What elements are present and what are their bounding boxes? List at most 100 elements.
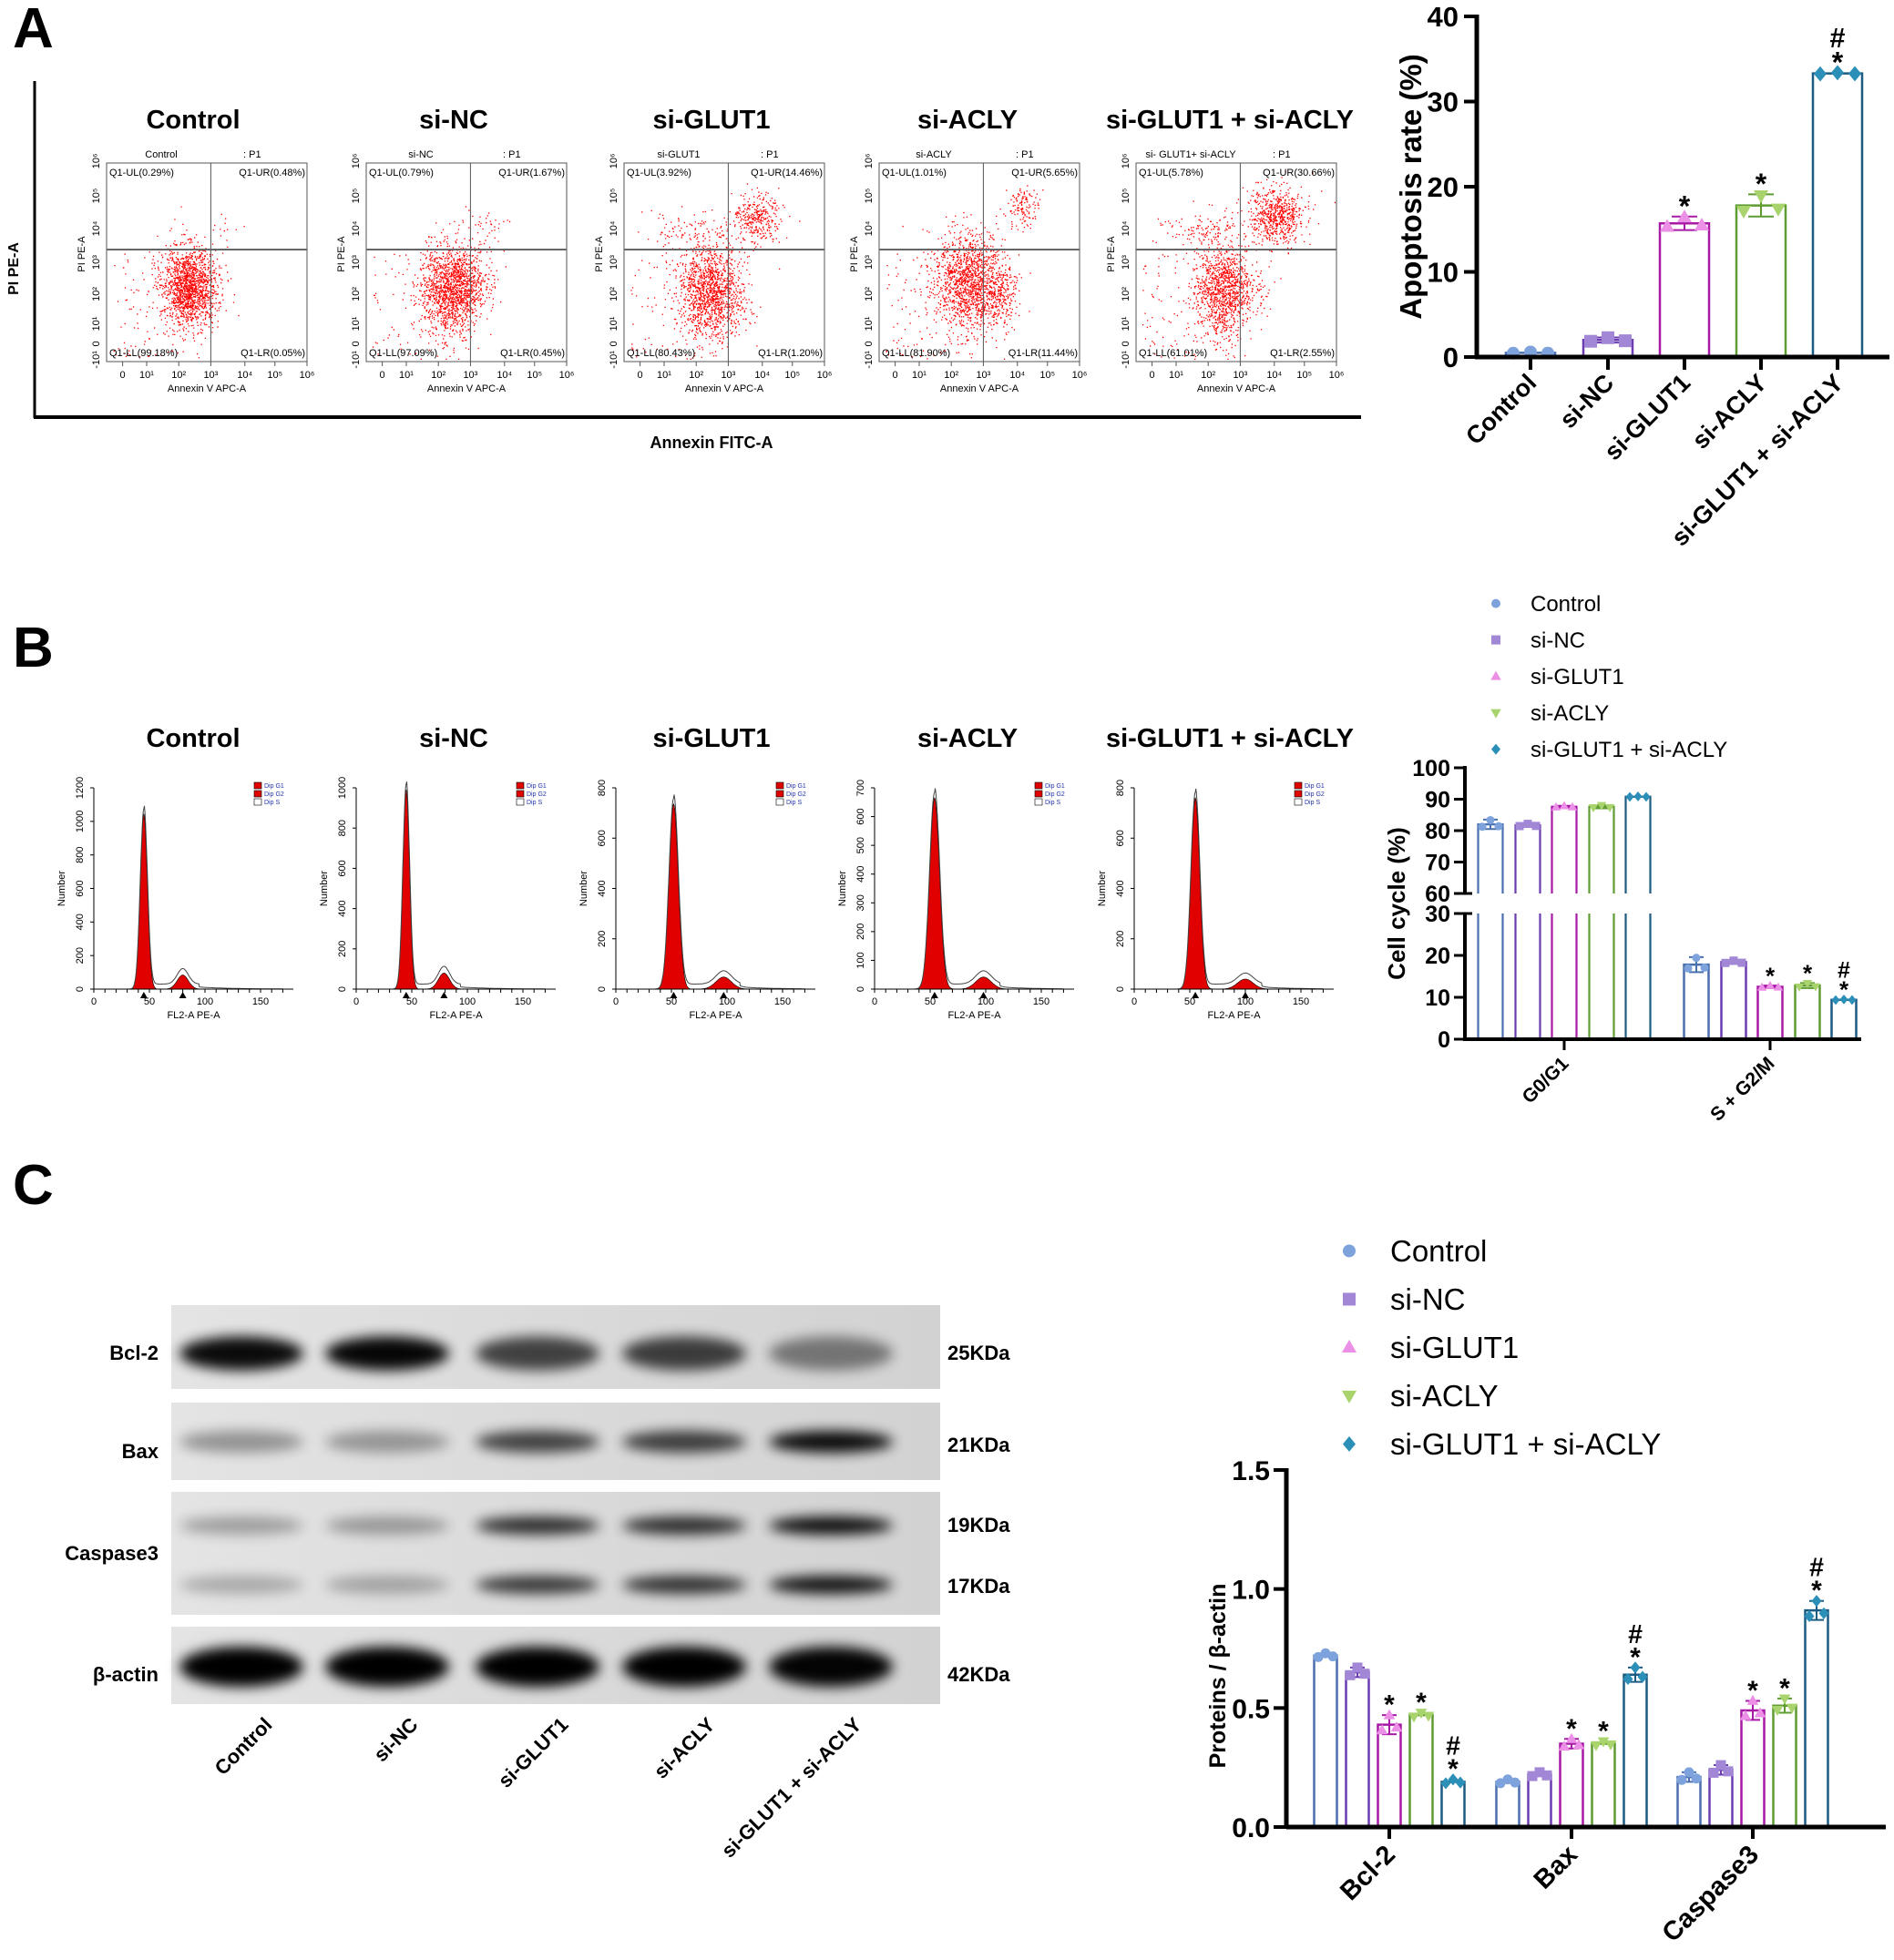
flow-plot-frame <box>365 162 568 362</box>
legend-label: si-GLUT1 <box>1390 1331 1519 1364</box>
legend-label: Dip G1 <box>527 783 547 790</box>
quadrant-ll-label: Q1-LL(97.09%) <box>369 348 437 359</box>
diamond-marker <box>1811 1595 1822 1608</box>
square-marker <box>1729 956 1738 965</box>
blot-row-label: Bcl-2 <box>109 1342 159 1364</box>
flow-plot-gate: : P1 <box>243 149 261 160</box>
diamond-marker <box>1814 66 1827 82</box>
flow-plot-y-axis-label: PI PE-A <box>1106 236 1117 272</box>
x-tick-label: 50 <box>925 996 936 1007</box>
triangle-down-marker <box>1490 709 1501 719</box>
triangle-up-marker <box>1559 801 1570 810</box>
protein-band <box>179 1336 303 1371</box>
triangle-down-marker <box>1778 1694 1791 1705</box>
y-tick-label: 100 <box>1412 756 1450 781</box>
bar <box>1588 805 1615 893</box>
triangle-up-marker <box>1341 1340 1357 1353</box>
triangle-up-marker <box>1490 670 1501 680</box>
blot-strip <box>171 1492 940 1615</box>
square-marker <box>1343 1292 1356 1306</box>
bar <box>1658 221 1711 357</box>
circle-marker <box>1676 1774 1687 1785</box>
y-tick-label: 10² <box>864 287 875 301</box>
x-tick-label: 10⁵ <box>267 370 282 381</box>
histogram-y-label: Number <box>1097 871 1108 906</box>
triangle-up-marker <box>1565 1732 1578 1743</box>
triangle-down-marker <box>1422 1711 1435 1722</box>
x-tick-label: 100 <box>978 996 994 1007</box>
square-marker <box>1523 820 1532 829</box>
y-tick-label: 600 <box>337 860 348 876</box>
triangle-down-marker <box>1753 190 1769 204</box>
square-marker <box>1534 1767 1545 1778</box>
protein-band <box>769 1336 893 1371</box>
scatter-events <box>630 183 801 360</box>
y-tick-label: 600 <box>75 880 86 896</box>
flow-plot-gate: : P1 <box>503 149 521 160</box>
bar-lower-segment <box>1477 914 1504 1039</box>
x-tick-label: Bcl-2 <box>1335 1840 1401 1906</box>
diamond-marker <box>1491 743 1500 755</box>
y-tick-label: 10² <box>91 287 102 301</box>
square-marker <box>1359 1669 1370 1679</box>
significance-asterisk: * <box>1679 189 1691 222</box>
y-tick-label: 0 <box>609 341 619 346</box>
y-tick-label: -10¹ <box>609 351 619 369</box>
legend-swatch <box>775 798 784 806</box>
bar <box>1551 805 1578 893</box>
protein-band <box>476 1576 599 1594</box>
diamond-marker <box>1831 65 1844 81</box>
y-tick-label: 10⁶ <box>91 153 102 168</box>
circle-marker <box>1327 1651 1338 1662</box>
lane-label: Control <box>210 1713 277 1780</box>
legend-swatch <box>253 781 262 790</box>
histogram-x-label: FL2-A PE-A <box>1207 1010 1261 1021</box>
diamond-marker <box>1633 791 1643 801</box>
legend-swatch <box>1034 798 1043 806</box>
y-tick-label: 10 <box>1425 985 1450 1011</box>
y-tick-label: 200 <box>337 941 348 957</box>
molecular-weight-label: 19KDa <box>947 1514 1010 1536</box>
legend-swatch <box>516 781 525 790</box>
legend-label: si-ACLY <box>1390 1379 1499 1413</box>
x-tick-label: Caspase3 <box>1657 1840 1765 1947</box>
diamond-marker <box>1637 1670 1648 1683</box>
bar <box>1811 72 1864 357</box>
y-tick-label: 600 <box>855 808 866 824</box>
flow-plot-header: si-ACLY <box>916 149 952 160</box>
y-tick-label: 1000 <box>75 811 86 832</box>
x-tick-label: 0 <box>380 370 385 381</box>
significance-asterisk: * <box>1766 962 1776 989</box>
x-tick-label: 10⁴ <box>497 370 512 381</box>
protein-band <box>179 1576 303 1594</box>
x-tick-label: 150 <box>1293 996 1309 1007</box>
y-tick-label: 300 <box>855 894 866 911</box>
significance-asterisk: * <box>1384 1690 1395 1720</box>
triangle-up-marker <box>1746 1694 1759 1705</box>
flow-plot-header: si- GLUT1+ si-ACLY <box>1145 149 1236 160</box>
western-blot: Bcl-2 Bax Caspase3 β-actin 25KDa 21KDa 19KDa 17… <box>65 1305 1010 1862</box>
lane-label: si-NC <box>369 1713 422 1766</box>
x-tick-label: 100 <box>1237 996 1254 1007</box>
significance-asterisk: * <box>1756 168 1767 200</box>
flow-plot-gate: : P1 <box>1016 149 1034 160</box>
diamond-marker <box>1343 1436 1356 1452</box>
lane-label: si-GLUT1 + si-ACLY <box>717 1713 866 1863</box>
significance-hash: # <box>1809 1554 1824 1583</box>
bar <box>1591 1742 1616 1827</box>
bar <box>1514 824 1541 893</box>
histogram-outline <box>896 788 1064 990</box>
bar <box>1830 998 1858 1039</box>
diamond-marker <box>1818 1607 1829 1619</box>
significance-hash: # <box>1628 1620 1643 1649</box>
protein-band <box>325 1516 449 1535</box>
y-tick-label: 0 <box>91 341 102 346</box>
flow-plot: si-NC si-NC: P1 Q1-UL(0.79%) Q1-UR(1.67%) Q1… <box>336 106 574 394</box>
x-tick-label: 10⁴ <box>1266 370 1282 381</box>
y-tick-label: 10⁵ <box>609 189 619 204</box>
triangle-down-marker <box>1590 1741 1602 1751</box>
y-tick-label: 0 <box>855 986 866 992</box>
y-tick-label: 1.0 <box>1232 1576 1270 1606</box>
triangle-up-marker <box>1773 982 1784 991</box>
